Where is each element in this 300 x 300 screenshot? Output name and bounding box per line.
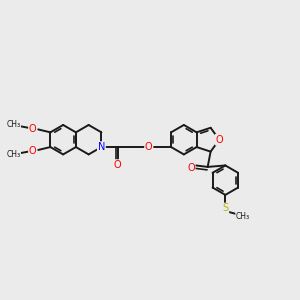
Text: O: O [145,142,153,152]
Text: O: O [29,146,37,156]
Text: CH₃: CH₃ [236,212,250,220]
Text: S: S [222,203,228,213]
Text: CH₃: CH₃ [6,150,20,159]
Text: N: N [98,142,105,152]
Text: CH₃: CH₃ [6,120,20,129]
Text: O: O [29,124,37,134]
Text: O: O [114,160,122,170]
Text: O: O [187,163,195,172]
Text: O: O [215,135,223,145]
